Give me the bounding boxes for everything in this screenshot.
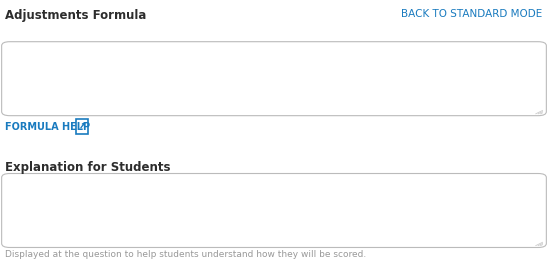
FancyBboxPatch shape [2, 174, 546, 247]
Text: FORMULA HELP: FORMULA HELP [5, 122, 90, 132]
FancyBboxPatch shape [2, 42, 546, 116]
Text: BACK TO STANDARD MODE: BACK TO STANDARD MODE [401, 9, 543, 19]
Text: Displayed at the question to help students understand how they will be scored.: Displayed at the question to help studen… [5, 250, 367, 259]
Text: Explanation for Students: Explanation for Students [5, 161, 171, 174]
Text: Adjustments Formula: Adjustments Formula [5, 9, 147, 22]
